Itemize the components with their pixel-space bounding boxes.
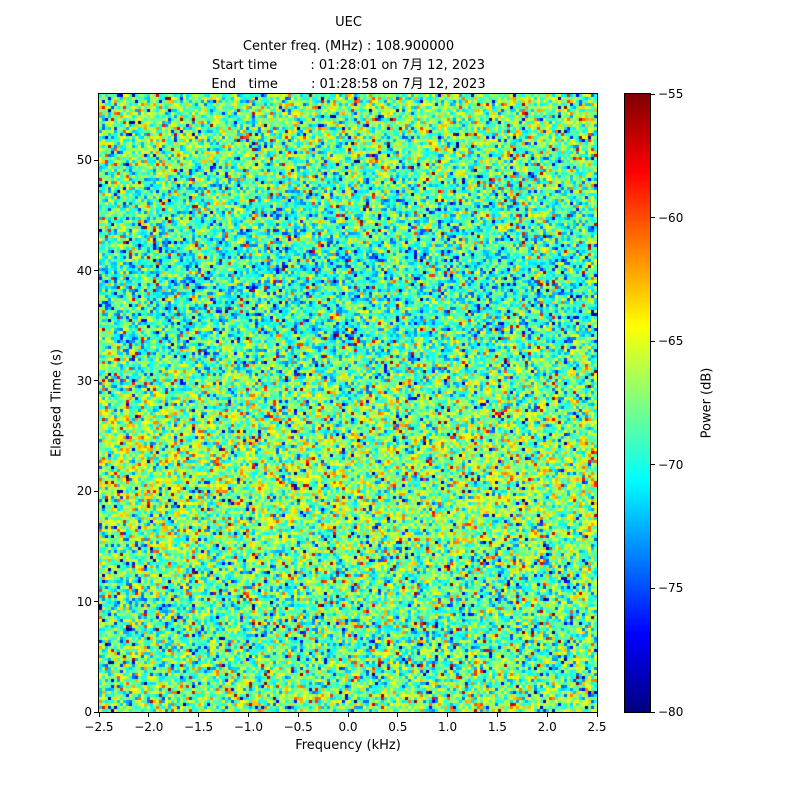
start-time-line: Start time : 01:28:01 on 7月 12, 2023 (212, 58, 485, 73)
colorbar-tick-mark (651, 340, 655, 342)
x-tick-mark (596, 713, 598, 717)
colorbar-tick-mark (651, 711, 655, 713)
plot-title: UEC (335, 15, 362, 30)
x-tick-label: 0.0 (338, 720, 358, 734)
x-tick-mark (297, 713, 299, 717)
x-tick-label: −0.5 (283, 720, 313, 734)
y-tick-label: 20 (76, 484, 92, 499)
x-tick-label: −1.5 (184, 720, 214, 734)
colorbar-tick-label: −80 (658, 705, 684, 719)
y-tick-mark (94, 380, 98, 382)
x-tick-mark (546, 713, 548, 717)
y-tick-mark (94, 270, 98, 272)
center-freq-line: Center freq. (MHz) : 108.900000 (242, 39, 455, 54)
x-axis-label: Frequency (kHz) (295, 738, 401, 753)
colorbar-tick-mark (651, 587, 655, 589)
x-tick-label: 2.0 (537, 720, 557, 734)
x-tick-mark (148, 713, 150, 717)
colorbar-canvas (625, 94, 650, 712)
y-tick-label: 30 (76, 373, 92, 388)
colorbar-label: Power (dB) (699, 367, 715, 439)
y-axis-label: Elapsed Time (s) (49, 348, 65, 458)
x-tick-mark (496, 713, 498, 717)
x-tick-label: 2.5 (587, 720, 607, 734)
colorbar-tick-label: −65 (658, 334, 684, 349)
y-tick-label: 40 (76, 263, 92, 278)
y-tick-label: 50 (76, 153, 92, 168)
colorbar-tick-label: −75 (658, 581, 684, 596)
x-tick-mark (198, 713, 200, 717)
y-tick-mark (94, 490, 98, 492)
y-tick-mark (94, 711, 98, 713)
x-tick-label: −2.0 (134, 720, 164, 734)
y-tick-label: 0 (84, 705, 92, 719)
end-time-line: End time : 01:28:58 on 7月 12, 2023 (211, 77, 486, 92)
spectrogram-canvas (99, 94, 597, 712)
colorbar-tick-mark (651, 464, 655, 466)
x-tick-mark (447, 713, 449, 717)
x-tick-label: 0.5 (388, 720, 408, 734)
x-tick-label: 1.5 (487, 720, 507, 734)
colorbar-tick-mark (651, 93, 655, 95)
colorbar-tick-label: −70 (658, 457, 684, 472)
x-tick-label: −2.5 (84, 720, 114, 734)
y-tick-mark (94, 601, 98, 603)
colorbar-tick-label: −55 (658, 87, 684, 101)
x-tick-mark (98, 713, 100, 717)
x-tick-mark (397, 713, 399, 717)
x-tick-label: −1.0 (233, 720, 263, 734)
x-tick-label: 1.0 (438, 720, 458, 734)
colorbar-tick-mark (651, 217, 655, 219)
x-tick-mark (247, 713, 249, 717)
y-tick-mark (94, 159, 98, 161)
y-tick-label: 10 (76, 594, 92, 609)
colorbar-tick-label: −60 (658, 210, 684, 225)
x-tick-mark (347, 713, 349, 717)
